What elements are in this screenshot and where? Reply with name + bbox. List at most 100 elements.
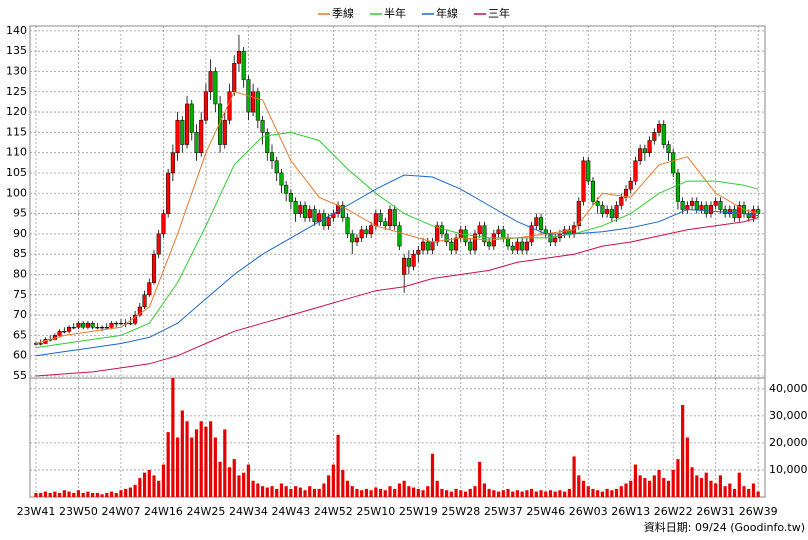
volume-bar: [260, 486, 265, 497]
ma-line: [35, 174, 759, 357]
volume-bar: [732, 488, 737, 497]
candle-body: [515, 241, 520, 251]
volume-bar: [322, 483, 326, 497]
candle-body: [298, 205, 303, 214]
candle-body: [227, 91, 232, 121]
candle-body: [732, 209, 737, 218]
candle-body: [95, 327, 100, 329]
candle-body: [553, 237, 558, 243]
candle-body: [548, 233, 553, 243]
volume-bar: [223, 429, 227, 497]
candle-body: [638, 148, 643, 162]
y-tick-label: 55: [13, 369, 27, 382]
volume-bar: [341, 469, 345, 497]
candle-body: [189, 103, 194, 133]
volume-bar: [695, 475, 699, 497]
volume-bar: [539, 490, 543, 497]
volume-bar: [67, 491, 71, 497]
volume-bar: [496, 491, 501, 497]
x-tick-label: 25W46: [526, 505, 565, 518]
candle-body: [392, 209, 397, 227]
volume-bar: [596, 490, 600, 497]
x-tick-label: 24W43: [271, 505, 310, 518]
volume-bar: [251, 480, 255, 497]
candle-body: [156, 233, 161, 255]
candle-body: [439, 225, 444, 235]
candle-body: [184, 103, 190, 145]
volume-bar: [81, 492, 85, 497]
volume-bar: [548, 490, 553, 497]
volume-bar: [180, 410, 184, 497]
ma-line: [35, 131, 759, 349]
volume-bar: [756, 491, 760, 497]
volume-bar: [138, 478, 142, 497]
candle-body: [406, 257, 411, 267]
volume-bar: [600, 491, 604, 497]
y-tick-label: 60: [13, 349, 27, 362]
volume-bar: [289, 488, 293, 497]
candle-body: [619, 197, 624, 206]
candle-body: [279, 172, 284, 186]
volume-bar: [124, 488, 128, 497]
volume-bar: [166, 432, 170, 497]
volume-bar: [643, 478, 647, 497]
volume-bar: [114, 492, 118, 497]
candle-body: [671, 152, 676, 174]
candle-body: [260, 119, 265, 133]
candle-body: [633, 160, 638, 182]
candle-body: [661, 124, 666, 145]
y-tick-label: 75: [13, 288, 27, 301]
volume-bar: [58, 492, 62, 497]
y-tick-label: 125: [6, 85, 27, 98]
candle-body: [383, 221, 388, 227]
candle-body: [241, 50, 246, 80]
volume-bar: [633, 464, 638, 497]
volume-bar: [312, 488, 317, 497]
volume-bar: [350, 486, 354, 497]
volume-bar: [501, 490, 505, 497]
candle-body: [71, 327, 76, 329]
volume-bar: [714, 483, 718, 497]
candle-body: [529, 225, 534, 243]
volume-bar: [393, 488, 397, 497]
candle-body: [128, 322, 133, 325]
candle-body: [359, 229, 364, 239]
volume-bar: [161, 464, 166, 497]
candle-body: [666, 144, 671, 153]
volume-bar: [374, 487, 378, 497]
candle-body: [373, 213, 378, 227]
volume-tick-label: 10,000: [769, 463, 808, 476]
volume-tick-label: 40,000: [769, 382, 808, 395]
volume-bar: [270, 486, 274, 497]
y-tick-label: 135: [6, 44, 27, 57]
volume-bar: [48, 492, 52, 497]
y-tick-label: 105: [6, 166, 27, 179]
y-tick-label: 65: [13, 328, 27, 341]
volume-bar: [445, 490, 449, 497]
volume-bar: [128, 487, 132, 497]
candle-body: [435, 225, 440, 243]
candle-body: [468, 241, 473, 251]
volume-bar: [388, 486, 392, 497]
candle-body: [137, 306, 142, 316]
x-tick-label: 24W16: [144, 505, 183, 518]
candle-body: [538, 217, 544, 231]
volume-bar: [119, 490, 123, 497]
x-tick-label: 25W19: [399, 505, 438, 518]
candle-body: [38, 343, 43, 345]
volume-bar: [577, 475, 581, 497]
volume-bar: [242, 472, 246, 497]
volume-bar: [737, 472, 741, 497]
volume-bar: [34, 492, 38, 497]
candle-body: [444, 233, 449, 243]
candle-body: [713, 201, 718, 206]
candle-body: [524, 241, 529, 251]
legend-label: 季線: [332, 6, 354, 20]
volume-bar: [718, 475, 722, 497]
candle-body: [255, 91, 260, 121]
candle-body: [354, 237, 360, 243]
volume-bar: [747, 488, 751, 497]
volume-bar: [308, 486, 312, 497]
volume-bar: [298, 487, 302, 497]
candle-body: [718, 201, 723, 210]
